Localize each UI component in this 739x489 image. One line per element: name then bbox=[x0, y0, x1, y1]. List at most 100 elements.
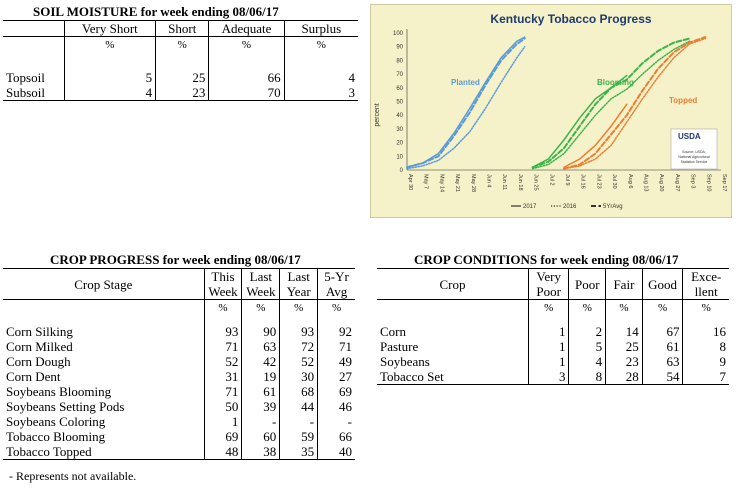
x-tick-label: Jun 18 bbox=[517, 174, 523, 191]
table-cell: 1 bbox=[204, 413, 243, 429]
table-cell: 4 bbox=[64, 84, 157, 100]
table-row: Tobacco Topped 48 38 35 40 bbox=[3, 443, 355, 459]
row-label: Corn Dent bbox=[3, 368, 205, 384]
table-cell: 60 bbox=[241, 428, 281, 444]
x-tick-label: May 21 bbox=[454, 174, 460, 192]
stage-label: Blooming bbox=[597, 78, 634, 87]
table-cell: 39 bbox=[241, 398, 281, 414]
table-row: Subsoil 4 23 70 3 bbox=[3, 84, 358, 100]
series-line bbox=[563, 103, 628, 169]
x-tick-label: Apr 30 bbox=[407, 174, 413, 190]
table-row: Soybeans Blooming 71 61 68 69 bbox=[3, 383, 355, 399]
row-label: Soybeans Coloring bbox=[3, 413, 205, 429]
table-header-row: Very Short Short Adequate Surplus bbox=[3, 20, 358, 37]
progress-title: CROP PROGRESS for week ending 08/06/17 bbox=[50, 252, 301, 267]
table-cell: 5 bbox=[568, 338, 607, 354]
table-cell: 71 bbox=[339, 338, 352, 354]
x-tick-label: Sep 10 bbox=[705, 174, 711, 191]
x-tick-label: May 14 bbox=[438, 174, 444, 192]
unit-label: % bbox=[241, 299, 281, 318]
col-header: llent bbox=[694, 284, 718, 299]
x-tick-label: Aug 27 bbox=[674, 174, 680, 191]
footnote: - Represents not available. bbox=[9, 469, 137, 483]
y-tick-label: 80 bbox=[396, 58, 403, 64]
stage-label: Topped bbox=[669, 96, 697, 105]
table-cell: 92 bbox=[339, 323, 352, 339]
table-cell: 23 bbox=[605, 353, 643, 369]
table-cell: 52 bbox=[279, 353, 319, 369]
blank-header bbox=[3, 20, 65, 37]
soil-title: SOIL MOISTURE for week ending 08/06/17 bbox=[33, 4, 279, 19]
legend-label: 2016 bbox=[563, 204, 577, 210]
crop-stage-header: Crop Stage bbox=[3, 268, 205, 300]
row-label: Tobacco Set bbox=[377, 368, 529, 384]
table-cell: 90 bbox=[241, 323, 281, 339]
row-label: Soybeans Blooming bbox=[3, 383, 205, 399]
series-line bbox=[531, 40, 691, 170]
table-cell: 27 bbox=[339, 368, 352, 384]
col-header: Week bbox=[204, 284, 243, 300]
row-label: Pasture bbox=[377, 338, 529, 354]
col-header: Poor bbox=[568, 268, 607, 300]
table-cell: - bbox=[241, 413, 281, 429]
table-cell: 93 bbox=[279, 323, 319, 339]
tobacco-progress-chart: Kentucky Tobacco Progress percent 0 10 20 3… bbox=[370, 4, 732, 218]
table-cell: 14 bbox=[605, 323, 643, 339]
col-header: Good bbox=[642, 268, 684, 300]
crop-conditions-table: Crop Very Poor Fair Good Exce- Poor llen… bbox=[377, 268, 729, 385]
col-header: This bbox=[204, 268, 243, 284]
chart-title: Kentucky Tobacco Progress bbox=[490, 12, 651, 26]
stage-label: Planted bbox=[451, 78, 480, 87]
table-cell: 63 bbox=[642, 353, 684, 369]
table-cell: 69 bbox=[339, 383, 352, 399]
table-cell: 50 bbox=[204, 398, 243, 414]
row-label: Corn Milked bbox=[3, 338, 205, 354]
y-axis-label: percent bbox=[374, 103, 381, 126]
table-row: Topsoil 5 25 66 4 bbox=[3, 69, 358, 85]
table-cell: 19 bbox=[241, 368, 281, 384]
y-tick-label: 100 bbox=[393, 31, 404, 37]
table-row: Soybeans 1 4 23 63 9 bbox=[377, 353, 729, 369]
table-cell: 63 bbox=[241, 338, 281, 354]
unit-row: % % % % bbox=[3, 36, 358, 55]
y-tick-label: 90 bbox=[396, 45, 403, 51]
x-tick-label: Aug 6 bbox=[627, 174, 633, 188]
badge-source-line: National Agricultural bbox=[678, 155, 709, 159]
table-cell: 68 bbox=[279, 383, 319, 399]
row-label: Corn bbox=[377, 323, 529, 339]
table-cell: 25 bbox=[605, 338, 643, 354]
table-cell: 54 bbox=[642, 368, 684, 384]
table-cell: 61 bbox=[642, 338, 684, 354]
col-header: Avg bbox=[325, 284, 348, 299]
table-row: Soybeans Setting Pods 50 39 44 46 bbox=[3, 398, 355, 414]
col-header: Very bbox=[528, 268, 570, 284]
table-row: Corn Dough 52 42 52 49 bbox=[3, 353, 355, 369]
table-header-row: Crop Very Poor Fair Good Exce- bbox=[377, 268, 729, 300]
table-cell: 42 bbox=[241, 353, 281, 369]
x-tick-label: Sep 3 bbox=[690, 174, 696, 188]
table-cell: 8 bbox=[568, 368, 607, 384]
col-header: Fair bbox=[605, 268, 643, 300]
unit-label: % bbox=[208, 36, 285, 55]
col-header: Poor bbox=[528, 284, 570, 300]
badge-source-line: Statistics Service bbox=[681, 160, 708, 164]
unit-label: % bbox=[316, 39, 326, 52]
table-row: Pasture 1 5 25 61 8 bbox=[377, 338, 729, 354]
table-cell: 3 bbox=[348, 84, 356, 100]
chart-marks: 0 10 20 30 40 50 60 70 80 90 100 Apr 30 May 7 May 14 M… bbox=[393, 29, 727, 210]
x-tick-label: Jul 23 bbox=[595, 174, 601, 189]
table-cell: 8 bbox=[719, 338, 727, 354]
table-row: Corn 1 2 14 67 16 bbox=[377, 323, 729, 339]
badge-source-line: Source: USDA, bbox=[682, 150, 706, 154]
series-line bbox=[406, 37, 526, 169]
x-tick-label: Jul 2 bbox=[548, 174, 554, 186]
usda-badge-box bbox=[670, 128, 718, 170]
table-cell: 31 bbox=[204, 368, 243, 384]
row-label: Corn Silking bbox=[3, 323, 205, 339]
y-tick-label: 40 bbox=[396, 113, 403, 119]
table-cell: 66 bbox=[208, 69, 285, 85]
y-tick-label: 50 bbox=[396, 100, 403, 106]
conditions-title: CROP CONDITIONS for week ending 08/06/17 bbox=[414, 252, 679, 267]
y-tick-label: 70 bbox=[396, 72, 403, 78]
usda-logo-text: USDA bbox=[678, 132, 701, 141]
